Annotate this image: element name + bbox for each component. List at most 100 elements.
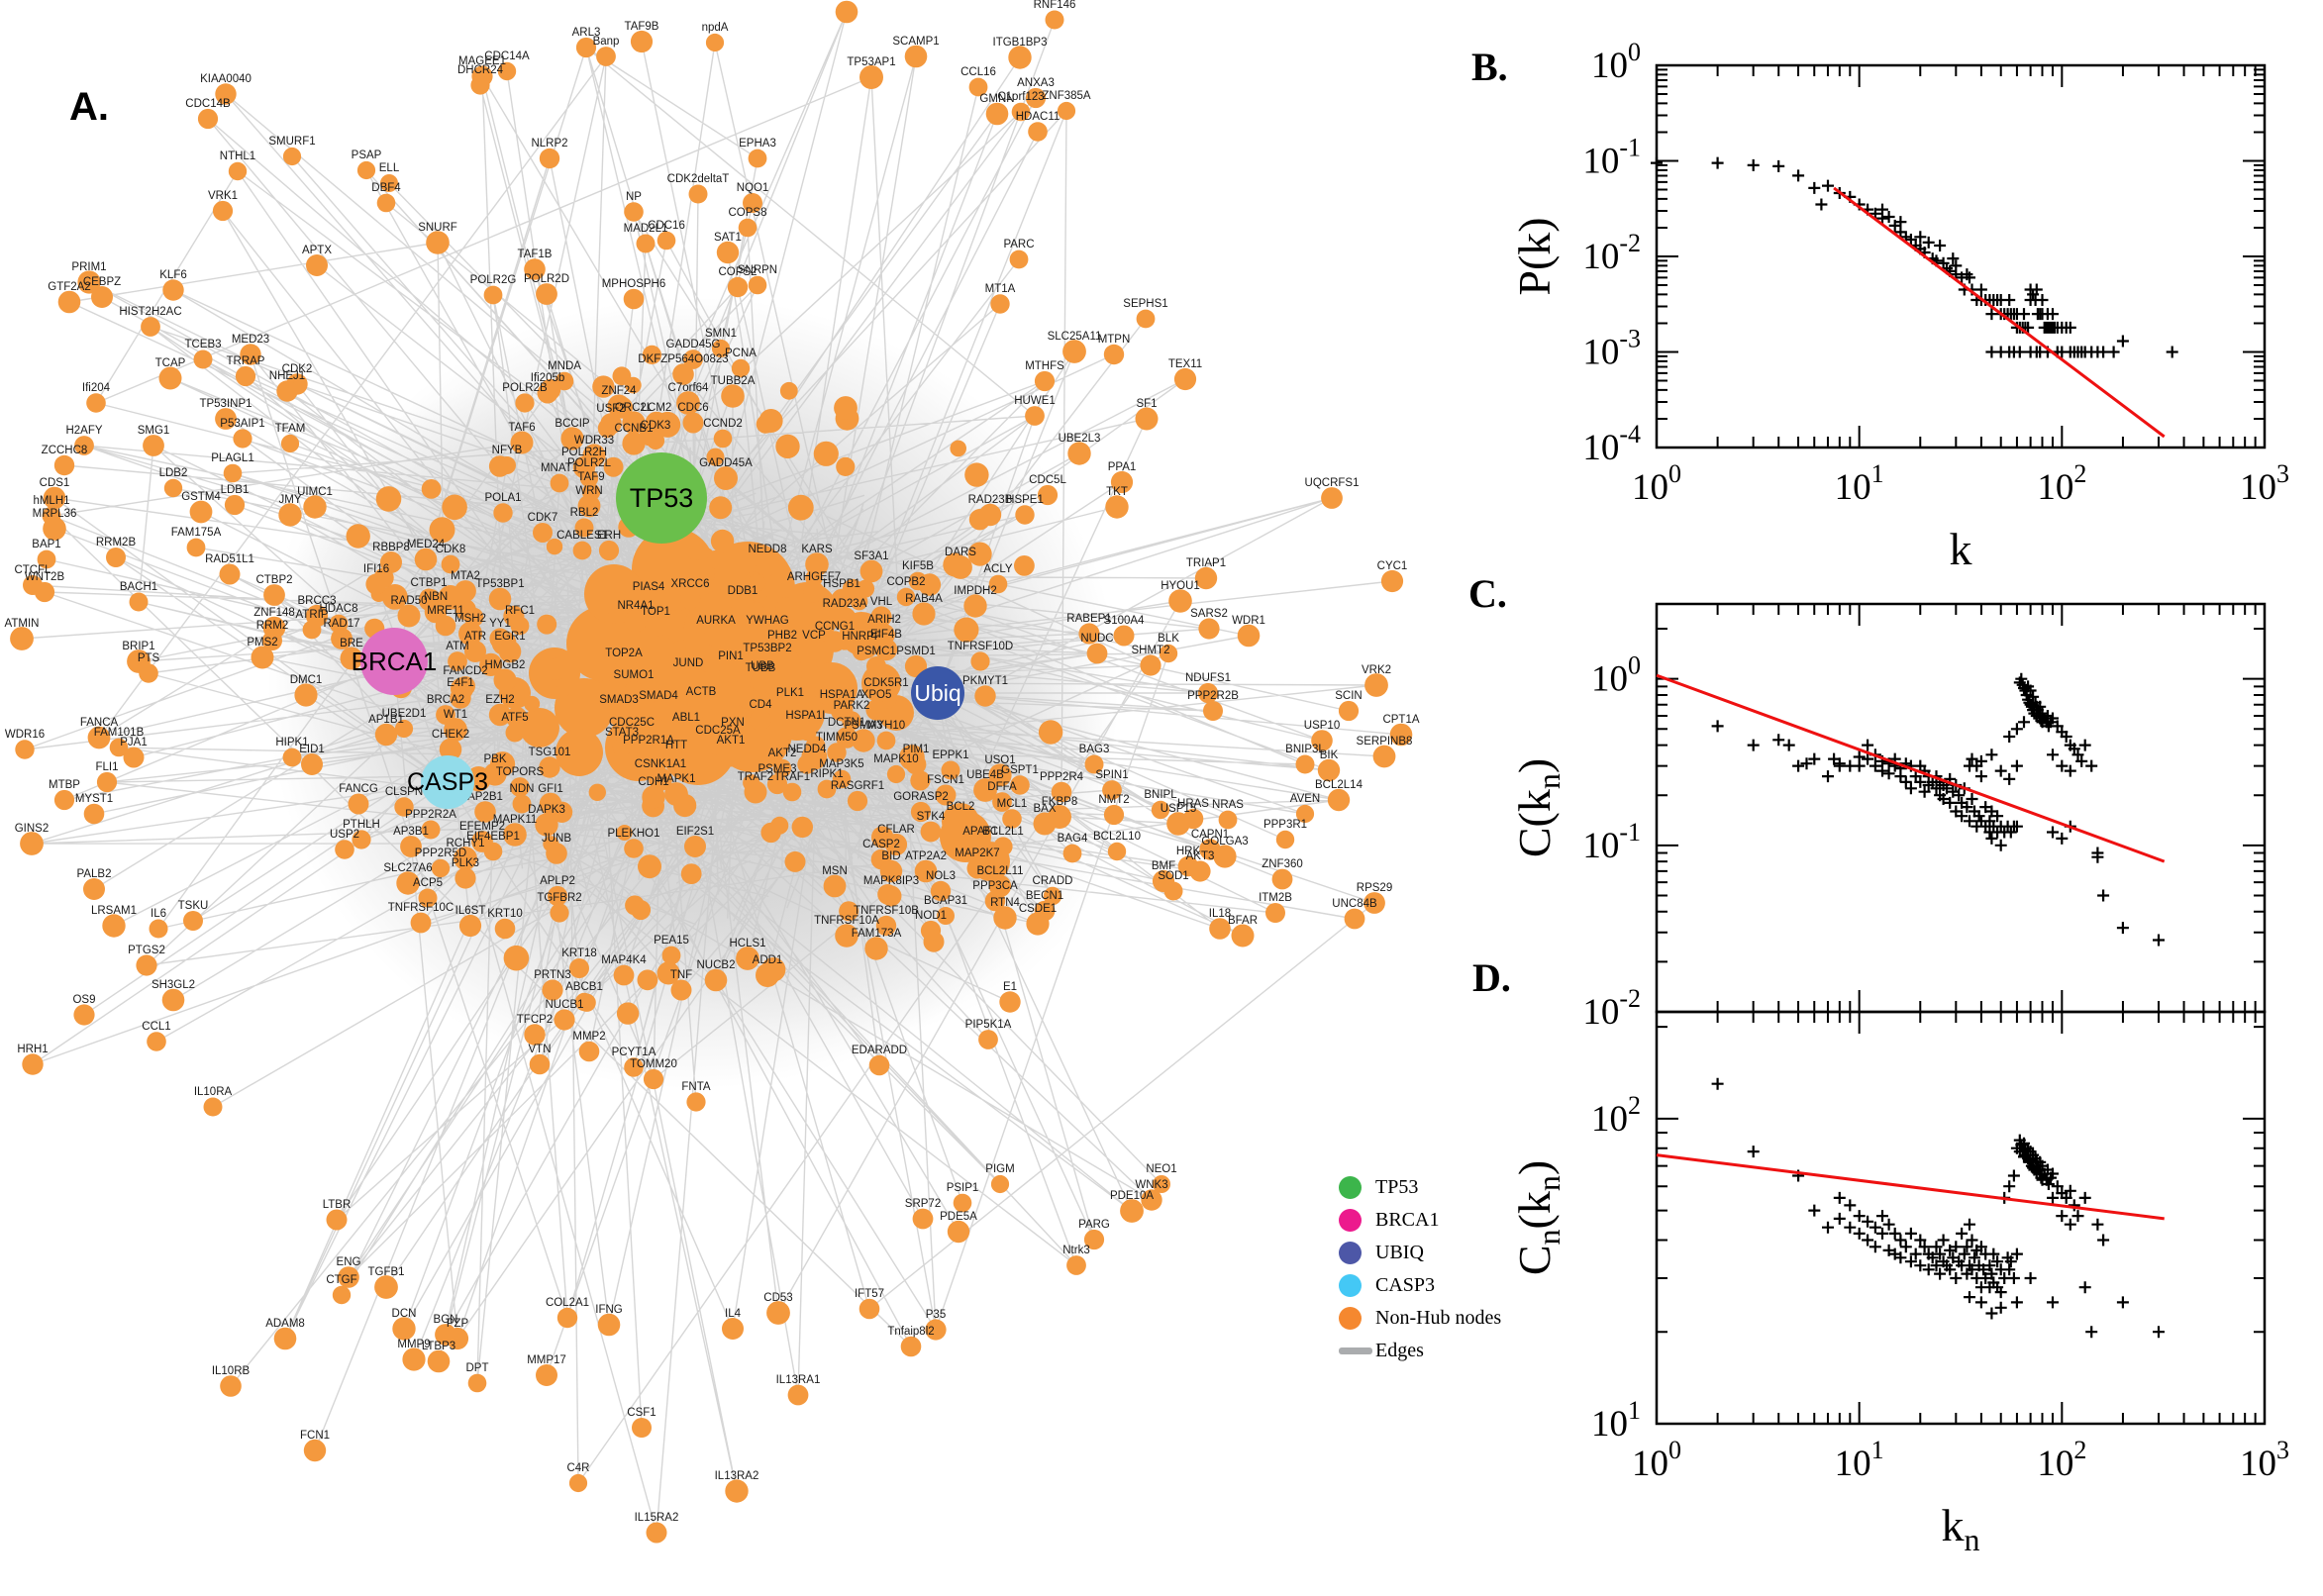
network-node-label: MAGEE1 xyxy=(458,55,506,67)
network-node-label: ALG9 xyxy=(832,0,860,3)
network-node xyxy=(803,640,825,661)
network-node xyxy=(22,1053,44,1075)
network-node-label: PXN xyxy=(721,717,745,729)
network-node-label: KIF5B xyxy=(902,560,934,572)
network-node-label: HRK xyxy=(1176,846,1201,857)
network-node-label: NUDC xyxy=(1080,633,1113,645)
network-node xyxy=(833,607,857,631)
network-node-label: ATM xyxy=(446,641,468,652)
network-node xyxy=(875,915,897,937)
network-node xyxy=(772,641,792,660)
plot-frame xyxy=(1655,1010,2267,1426)
network-node xyxy=(1182,808,1204,830)
network-node xyxy=(614,658,634,678)
network-node-label: npdA xyxy=(702,22,729,34)
network-node xyxy=(1364,673,1388,697)
network-node-label: MAP4K4 xyxy=(601,954,647,966)
network-node-label: KIAA0040 xyxy=(200,73,252,85)
plot-frame xyxy=(1655,63,2267,449)
network-node-label: CTGF xyxy=(326,1274,356,1286)
network-node-label: OS9 xyxy=(72,994,95,1006)
network-node xyxy=(524,258,546,280)
network-node xyxy=(77,270,101,294)
network-node-label: LTBP3 xyxy=(422,1341,455,1352)
network-node-label: XRCC6 xyxy=(671,578,710,590)
network-node-label: BRE xyxy=(340,638,363,649)
network-node-label: KRT10 xyxy=(487,908,523,920)
network-node-label: GTF2A2 xyxy=(48,281,90,293)
network-node-label: MRE11 xyxy=(427,605,464,617)
network-node-label: IL10RB xyxy=(212,1365,251,1377)
network-node-label: IL6ST xyxy=(455,905,486,917)
network-node xyxy=(396,871,420,895)
network-node xyxy=(374,723,398,747)
network-node-label: PTS xyxy=(138,652,160,664)
network-node-label: UBE2L3 xyxy=(1059,433,1101,445)
network-node xyxy=(968,77,988,97)
network-node xyxy=(376,193,396,213)
network-node-label: HDAC11 xyxy=(1016,111,1060,123)
y-axis-label: P(k) xyxy=(1509,217,1560,295)
axis-tick-label: 10-1 xyxy=(1582,134,1641,182)
network-node xyxy=(579,468,599,488)
network-node-label: ABL1 xyxy=(672,712,700,724)
network-node-label: SNURF xyxy=(418,222,457,234)
network-node-label: TP53BP1 xyxy=(475,578,524,590)
axis-tick-label: 100 xyxy=(1632,1436,1681,1484)
network-node xyxy=(953,1193,972,1213)
network-node-label: WDR16 xyxy=(5,729,45,741)
network-node-label: PARG xyxy=(1078,1219,1110,1231)
panel-label-b: B. xyxy=(1471,45,1508,89)
network-node xyxy=(555,371,574,391)
network-node xyxy=(731,594,755,618)
network-node xyxy=(973,778,997,802)
network-node-label: NHEJ1 xyxy=(269,370,305,382)
network-node xyxy=(920,920,942,942)
network-node xyxy=(1015,505,1035,525)
network-node xyxy=(163,478,183,498)
network-node xyxy=(1113,625,1135,647)
network-node xyxy=(240,344,261,365)
network-node xyxy=(670,979,692,1001)
network-node-label: CTBP1 xyxy=(410,577,447,589)
network-node xyxy=(1078,623,1100,645)
network-node xyxy=(912,1208,934,1230)
network-node-label: ERH xyxy=(597,530,621,542)
network-node xyxy=(556,1307,578,1329)
network-node xyxy=(57,290,81,314)
network-node xyxy=(1086,643,1108,664)
network-node-label: BNIP3L xyxy=(1285,744,1325,755)
network-node xyxy=(43,486,66,510)
network-node-label: COL2A1 xyxy=(546,1297,589,1309)
network-node xyxy=(750,709,771,731)
network-node xyxy=(722,1318,744,1340)
network-node xyxy=(303,495,327,519)
network-node xyxy=(908,571,928,591)
network-node-label: hMLH1 xyxy=(33,495,69,507)
network-node-label: DFFA xyxy=(987,781,1017,793)
network-node-label: ANXA3 xyxy=(1017,77,1055,89)
network-node xyxy=(1159,644,1178,663)
network-node xyxy=(1271,868,1293,890)
network-node-label: PIN1 xyxy=(718,650,744,662)
hub-node-tp53: TP53 xyxy=(616,452,707,544)
network-node-label: PCNA xyxy=(725,348,757,359)
network-node xyxy=(1231,924,1255,948)
network-node xyxy=(758,653,777,673)
network-node-label: BRCC3 xyxy=(298,595,337,607)
network-node xyxy=(147,1032,166,1051)
network-node xyxy=(356,160,376,180)
network-node xyxy=(550,903,569,923)
network-node xyxy=(930,880,952,902)
network-node xyxy=(666,750,686,770)
network-node xyxy=(1194,566,1218,590)
network-node-label: RASGRF1 xyxy=(831,780,884,792)
network-node-label: NEDD4 xyxy=(788,744,828,755)
axis-tick-label: 10-1 xyxy=(1582,818,1641,866)
network-node-label: AP1B1 xyxy=(368,714,404,726)
network-node-label: CDK2deltaT xyxy=(667,173,730,185)
network-node xyxy=(831,588,853,610)
network-node-label: AURKA xyxy=(696,615,736,627)
network-node xyxy=(868,1054,890,1076)
network-node-label: PSME3 xyxy=(758,763,797,775)
